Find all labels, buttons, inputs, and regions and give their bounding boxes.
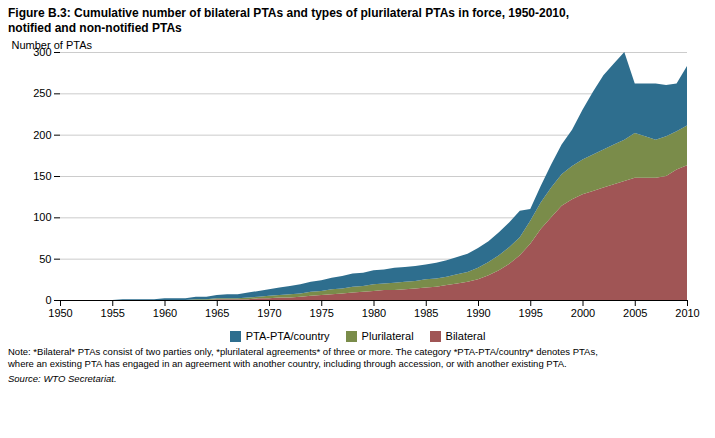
html-text:PTA-PTA/country: PTA-PTA/country <box>245 330 330 342</box>
svg-text:1980: 1980 <box>362 307 386 319</box>
svg-text:1960: 1960 <box>153 307 177 319</box>
svg-text:1970: 1970 <box>257 307 281 319</box>
svg-text:0: 0 <box>45 294 51 306</box>
svg-text:1965: 1965 <box>205 307 229 319</box>
svg-text:1995: 1995 <box>519 307 543 319</box>
svg-text:2010: 2010 <box>675 307 699 319</box>
svg-text:1975: 1975 <box>310 307 334 319</box>
svg-text:200: 200 <box>33 129 51 141</box>
html-text:Bilateral: Bilateral <box>445 330 486 342</box>
svg-text:150: 150 <box>33 170 51 182</box>
svg-text:250: 250 <box>33 87 51 99</box>
html-text:Note: *Bilateral* PTAs consist: Note: *Bilateral* PTAs consist of two pa… <box>8 346 598 357</box>
svg-text:Number of PTAs: Number of PTAs <box>12 39 93 51</box>
svg-text:1950: 1950 <box>48 307 72 319</box>
svg-text:1985: 1985 <box>414 307 438 319</box>
svg-text:1955: 1955 <box>101 307 125 319</box>
svg-text:100: 100 <box>33 211 51 223</box>
html-text:Figure B.3: Cumulative number: Figure B.3: Cumulative number of bilater… <box>8 6 569 20</box>
svg-text:50: 50 <box>39 253 51 265</box>
svg-text:2000: 2000 <box>571 307 595 319</box>
html-text:notified and non-notified PTAs: notified and non-notified PTAs <box>8 21 182 35</box>
svg-text:2005: 2005 <box>623 307 647 319</box>
html-text:where an existing PTA has enga: where an existing PTA has engaged in an … <box>8 358 567 369</box>
svg-text:300: 300 <box>33 46 52 58</box>
html-text:Source: WTO Secretariat.: Source: WTO Secretariat. <box>8 373 117 384</box>
html-text:Plurilateral: Plurilateral <box>361 330 414 342</box>
svg-text:1990: 1990 <box>466 307 490 319</box>
